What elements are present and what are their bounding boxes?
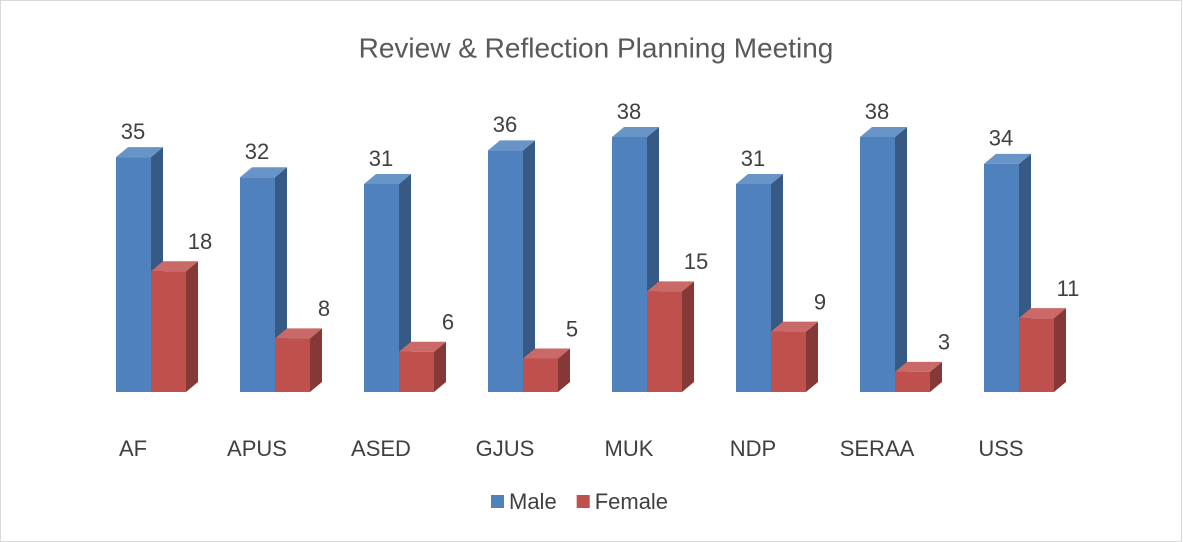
data-label: 34 [989,126,1013,151]
x-tick-label: APUS [227,436,287,461]
bar-side [434,341,446,392]
bar-side [523,140,535,392]
data-label: 3 [938,330,950,355]
bar [647,291,682,392]
bar-side [399,173,411,392]
bar-side [895,127,907,392]
x-tick-label: MUK [605,436,654,461]
bar-top [275,328,322,339]
bar-top [1019,308,1066,319]
data-label: 36 [493,112,517,137]
bar [523,358,558,392]
bar-top [612,127,659,137]
bar [1019,318,1054,392]
bar-side [806,321,818,392]
data-label: 31 [369,146,393,171]
bar-side [558,348,570,392]
bar-top [364,173,411,184]
data-label: 9 [814,289,826,314]
bar [771,331,806,392]
bar-top [647,281,694,292]
legend-swatch [491,495,504,508]
bar-top [240,167,287,178]
data-label: 6 [442,310,454,335]
bar-side [310,328,322,392]
data-label: 32 [245,139,269,164]
chart-title: Review & Reflection Planning Meeting [359,32,834,63]
bar-side [1054,308,1066,392]
bar-top [116,147,163,158]
bar-side [682,281,694,392]
x-tick-label: NDP [730,436,776,461]
bar [275,338,310,392]
x-tick-label: ASED [351,436,411,461]
bar-top [984,153,1031,164]
legend-label: Female [595,489,668,514]
legend-label: Male [509,489,557,514]
bar [116,157,151,392]
bar [151,271,186,392]
data-label: 11 [1057,276,1080,301]
bar-top [488,140,535,151]
bar-top [523,348,570,359]
bar-side [186,261,198,392]
bar [240,177,275,392]
bar-top [399,341,446,352]
data-label: 5 [566,316,578,341]
bar-top [151,261,198,272]
x-tick-label: USS [978,436,1023,461]
data-label: 38 [617,99,641,124]
bar [364,183,399,392]
bar-top [895,361,942,372]
data-label: 35 [121,119,145,144]
bar [984,163,1019,392]
data-label: 31 [741,146,765,171]
bar-side [930,361,942,392]
bar [612,137,647,392]
bar [895,371,930,392]
data-label: 15 [684,249,708,274]
bar-top [736,173,783,184]
data-label: 38 [865,99,889,124]
x-tick-label: AF [119,436,147,461]
x-tick-label: GJUS [476,436,535,461]
bar [488,150,523,392]
bar [736,183,771,392]
bar [399,351,434,392]
x-tick-label: SERAA [840,436,915,461]
data-label: 8 [318,296,330,321]
bar-top [860,127,907,137]
data-label: 18 [188,229,212,254]
bar-top [771,321,818,332]
bar [860,137,895,392]
legend-swatch [576,495,590,508]
